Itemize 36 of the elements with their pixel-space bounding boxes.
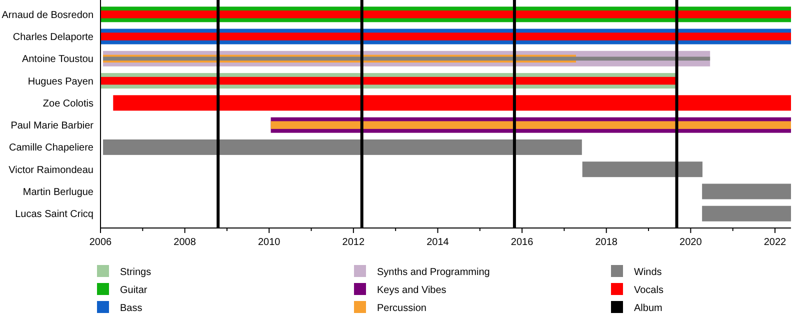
- y-tick-label: Antoine Toustou: [22, 54, 94, 66]
- x-tick-label: 2022: [764, 237, 787, 248]
- x-tick-label: 2016: [510, 237, 534, 248]
- legend-label: Vocals: [634, 285, 664, 296]
- legend-label: Winds: [634, 267, 662, 278]
- y-tick-label: Charles Delaporte: [12, 32, 94, 44]
- legend-label: Strings: [120, 267, 152, 278]
- y-tick-label: Hugues Payen: [28, 76, 94, 88]
- bar: [100, 32, 791, 40]
- x-tick-label: 2020: [680, 237, 702, 248]
- y-tick-label: Arnaud de Bosredon: [2, 10, 94, 21]
- bar: [103, 139, 582, 155]
- bar: [702, 206, 791, 222]
- bar: [702, 184, 791, 200]
- y-tick-label: Victor Raimondeau: [8, 164, 94, 176]
- y-tick-label: Martin Berlugue: [22, 186, 94, 198]
- y-tick-label: Zoe Colotis: [42, 98, 94, 110]
- x-tick-label: 2008: [174, 237, 196, 248]
- x-tick-label: 2018: [595, 237, 618, 248]
- legend-label: Bass: [120, 303, 142, 314]
- x-tick-label: 2006: [89, 237, 112, 248]
- bar: [270, 121, 791, 129]
- bar: [100, 76, 678, 85]
- y-tick-label: Paul Marie Barbier: [10, 120, 94, 132]
- x-tick-label: 2014: [426, 237, 450, 248]
- legend-label: Percussion: [377, 303, 426, 314]
- x-tick-label: 2010: [258, 237, 281, 248]
- x-tick-label: 2012: [342, 237, 365, 248]
- y-tick-label: Camille Chapeliere: [9, 142, 94, 154]
- bar: [582, 162, 702, 178]
- legend-label: Synths and Programming: [377, 267, 490, 278]
- bar: [100, 10, 791, 18]
- legend-label: Keys and Vibes: [377, 285, 446, 296]
- legend-label: Album: [634, 303, 662, 314]
- y-tick-label: Lucas Saint Cricq: [15, 209, 94, 220]
- legend-label: Guitar: [120, 285, 148, 296]
